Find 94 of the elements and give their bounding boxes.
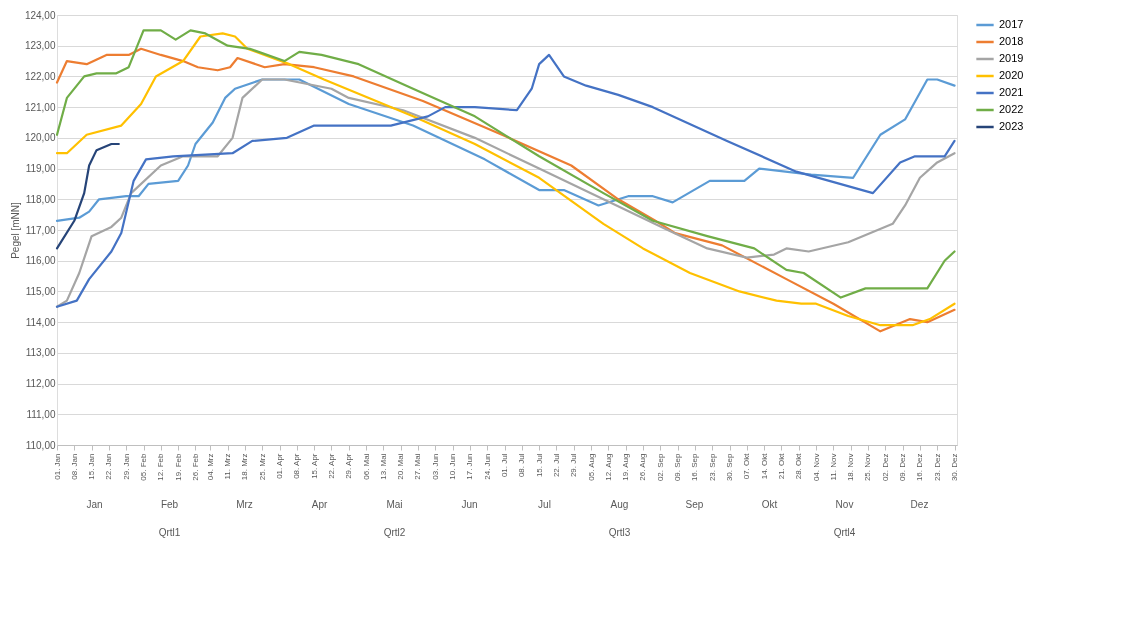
x-tick-label: 12. Aug [603,453,613,481]
y-tick-label: 121,00 [24,101,56,113]
text: Qrtl4 [833,527,856,538]
y-tick-label: 113,00 [25,347,56,359]
x-tick-label: 05. Feb [139,452,149,481]
legend-label: 2023 [999,120,1024,132]
text: Okt [761,499,778,510]
text: Dez [910,499,929,510]
legend-label: 2019 [999,52,1024,64]
y-axis-title: Pegel [mNN] [9,201,21,259]
y-tick-label: 111,00 [26,408,56,420]
text: Jan [86,499,103,510]
line-series [55,142,120,250]
y-tick-label: 114,00 [25,316,56,328]
y-tick-label: 110,00 [25,439,56,451]
x-tick-label: 12. Feb [156,452,166,481]
x-tick-label: 26. Feb [190,452,200,481]
y-tick-label: 117,00 [25,224,56,236]
x-tick-label: 07. Okt [742,452,752,480]
y-tick-label: 116,00 [25,255,56,267]
x-tick-label: 23. Dez [932,453,942,482]
y-tick-label: 120,00 [24,132,56,144]
x-tick-label: 29. Jan [121,453,131,480]
x-tick-label: 30. Dez [950,453,960,482]
legend-label: 2021 [999,86,1024,98]
x-tick-label: 25. Mrz [257,453,267,481]
x-tick-label: 09. Sep [673,452,683,482]
x-tick-label: 25. Nov [863,453,873,482]
text: Qrtl3 [608,527,631,538]
x-tick-label: 19. Aug [621,453,631,481]
text: Feb [160,499,179,510]
x-tick-label: 01. Apr [275,453,285,479]
legend-label: 2018 [999,35,1024,47]
text: Mai [386,499,403,510]
x-tick-label: 04. Nov [811,453,821,482]
x-tick-label: 03. Jun [430,453,440,480]
legend-label: 2020 [999,69,1024,81]
x-tick-label: 08. Apr [292,453,302,479]
x-tick-label: 14. Okt [759,452,769,480]
y-tick-label: 118,00 [25,193,56,205]
text: Nov [835,499,854,510]
x-tick-label: 24. Jun [482,453,492,480]
text: Aug [610,499,629,510]
x-tick-label: 02. Dez [880,453,890,482]
x-tick-label: 06. Mai [361,453,371,480]
x-tick-label: 22. Jan [104,453,114,480]
x-tick-label: 09. Dez [898,453,908,482]
x-tick-label: 15. Jul [534,453,544,478]
y-tick-label: 119,00 [25,163,56,175]
x-tick-label: 08. Jan [69,453,79,480]
y-tick-label: 115,00 [25,285,56,297]
x-tick-label: 30. Sep [725,452,735,482]
x-tick-label: 04. Mrz [205,453,215,481]
text: Apr [311,499,328,510]
x-tick-label: 20. Mai [396,453,406,480]
x-tick-label: 16. Sep [690,452,700,482]
x-tick-label: 10. Jun [448,453,458,480]
x-tick-label: 19. Feb [173,452,183,481]
x-tick-label: 13. Mai [378,453,388,480]
x-tick-label: 29. Apr [344,453,354,479]
x-tick-label: 29. Jul [569,453,579,478]
x-tick-label: 26. Aug [638,453,648,481]
x-tick-label: 18. Nov [846,453,856,482]
text: Jul [538,499,551,510]
text: Qrtl1 [158,527,181,538]
text: Sep [685,499,704,510]
x-tick-label: 28. Okt [794,452,804,480]
x-tick-label: 02. Sep [655,452,665,482]
x-tick-label: 15. Apr [309,453,319,479]
y-tick-label: 124,00 [24,9,56,21]
x-tick-label: 11. Nov [828,453,838,481]
legend-label: 2022 [999,103,1024,115]
x-tick-label: 16. Dez [915,453,925,482]
x-tick-label: 11. Mrz [223,453,233,480]
x-tick-label: 18. Mrz [240,453,250,481]
x-tick-label: 21. Okt [776,452,786,480]
x-tick-label: 01. Jan [52,453,62,480]
text: Qrtl2 [383,527,406,538]
x-tick-label: 08. Jul [517,453,527,478]
x-tick-label: 23. Sep [707,452,717,482]
x-tick-label: 27. Mai [413,453,423,480]
y-tick-label: 122,00 [24,70,56,82]
legend-label: 2017 [999,18,1024,30]
x-tick-label: 22. Apr [326,453,336,479]
x-tick-label: 17. Jun [465,453,475,480]
y-tick-label: 112,00 [25,378,56,390]
y-tick-label: 123,00 [24,40,56,52]
x-tick-label: 01. Jul [500,453,510,478]
line-series [55,78,956,222]
x-tick-label: 15. Jan [87,453,97,480]
text: Jun [461,499,478,510]
x-tick-label: 05. Aug [586,453,596,481]
text: Mrz [236,499,253,510]
x-tick-label: 22. Jul [551,453,561,478]
